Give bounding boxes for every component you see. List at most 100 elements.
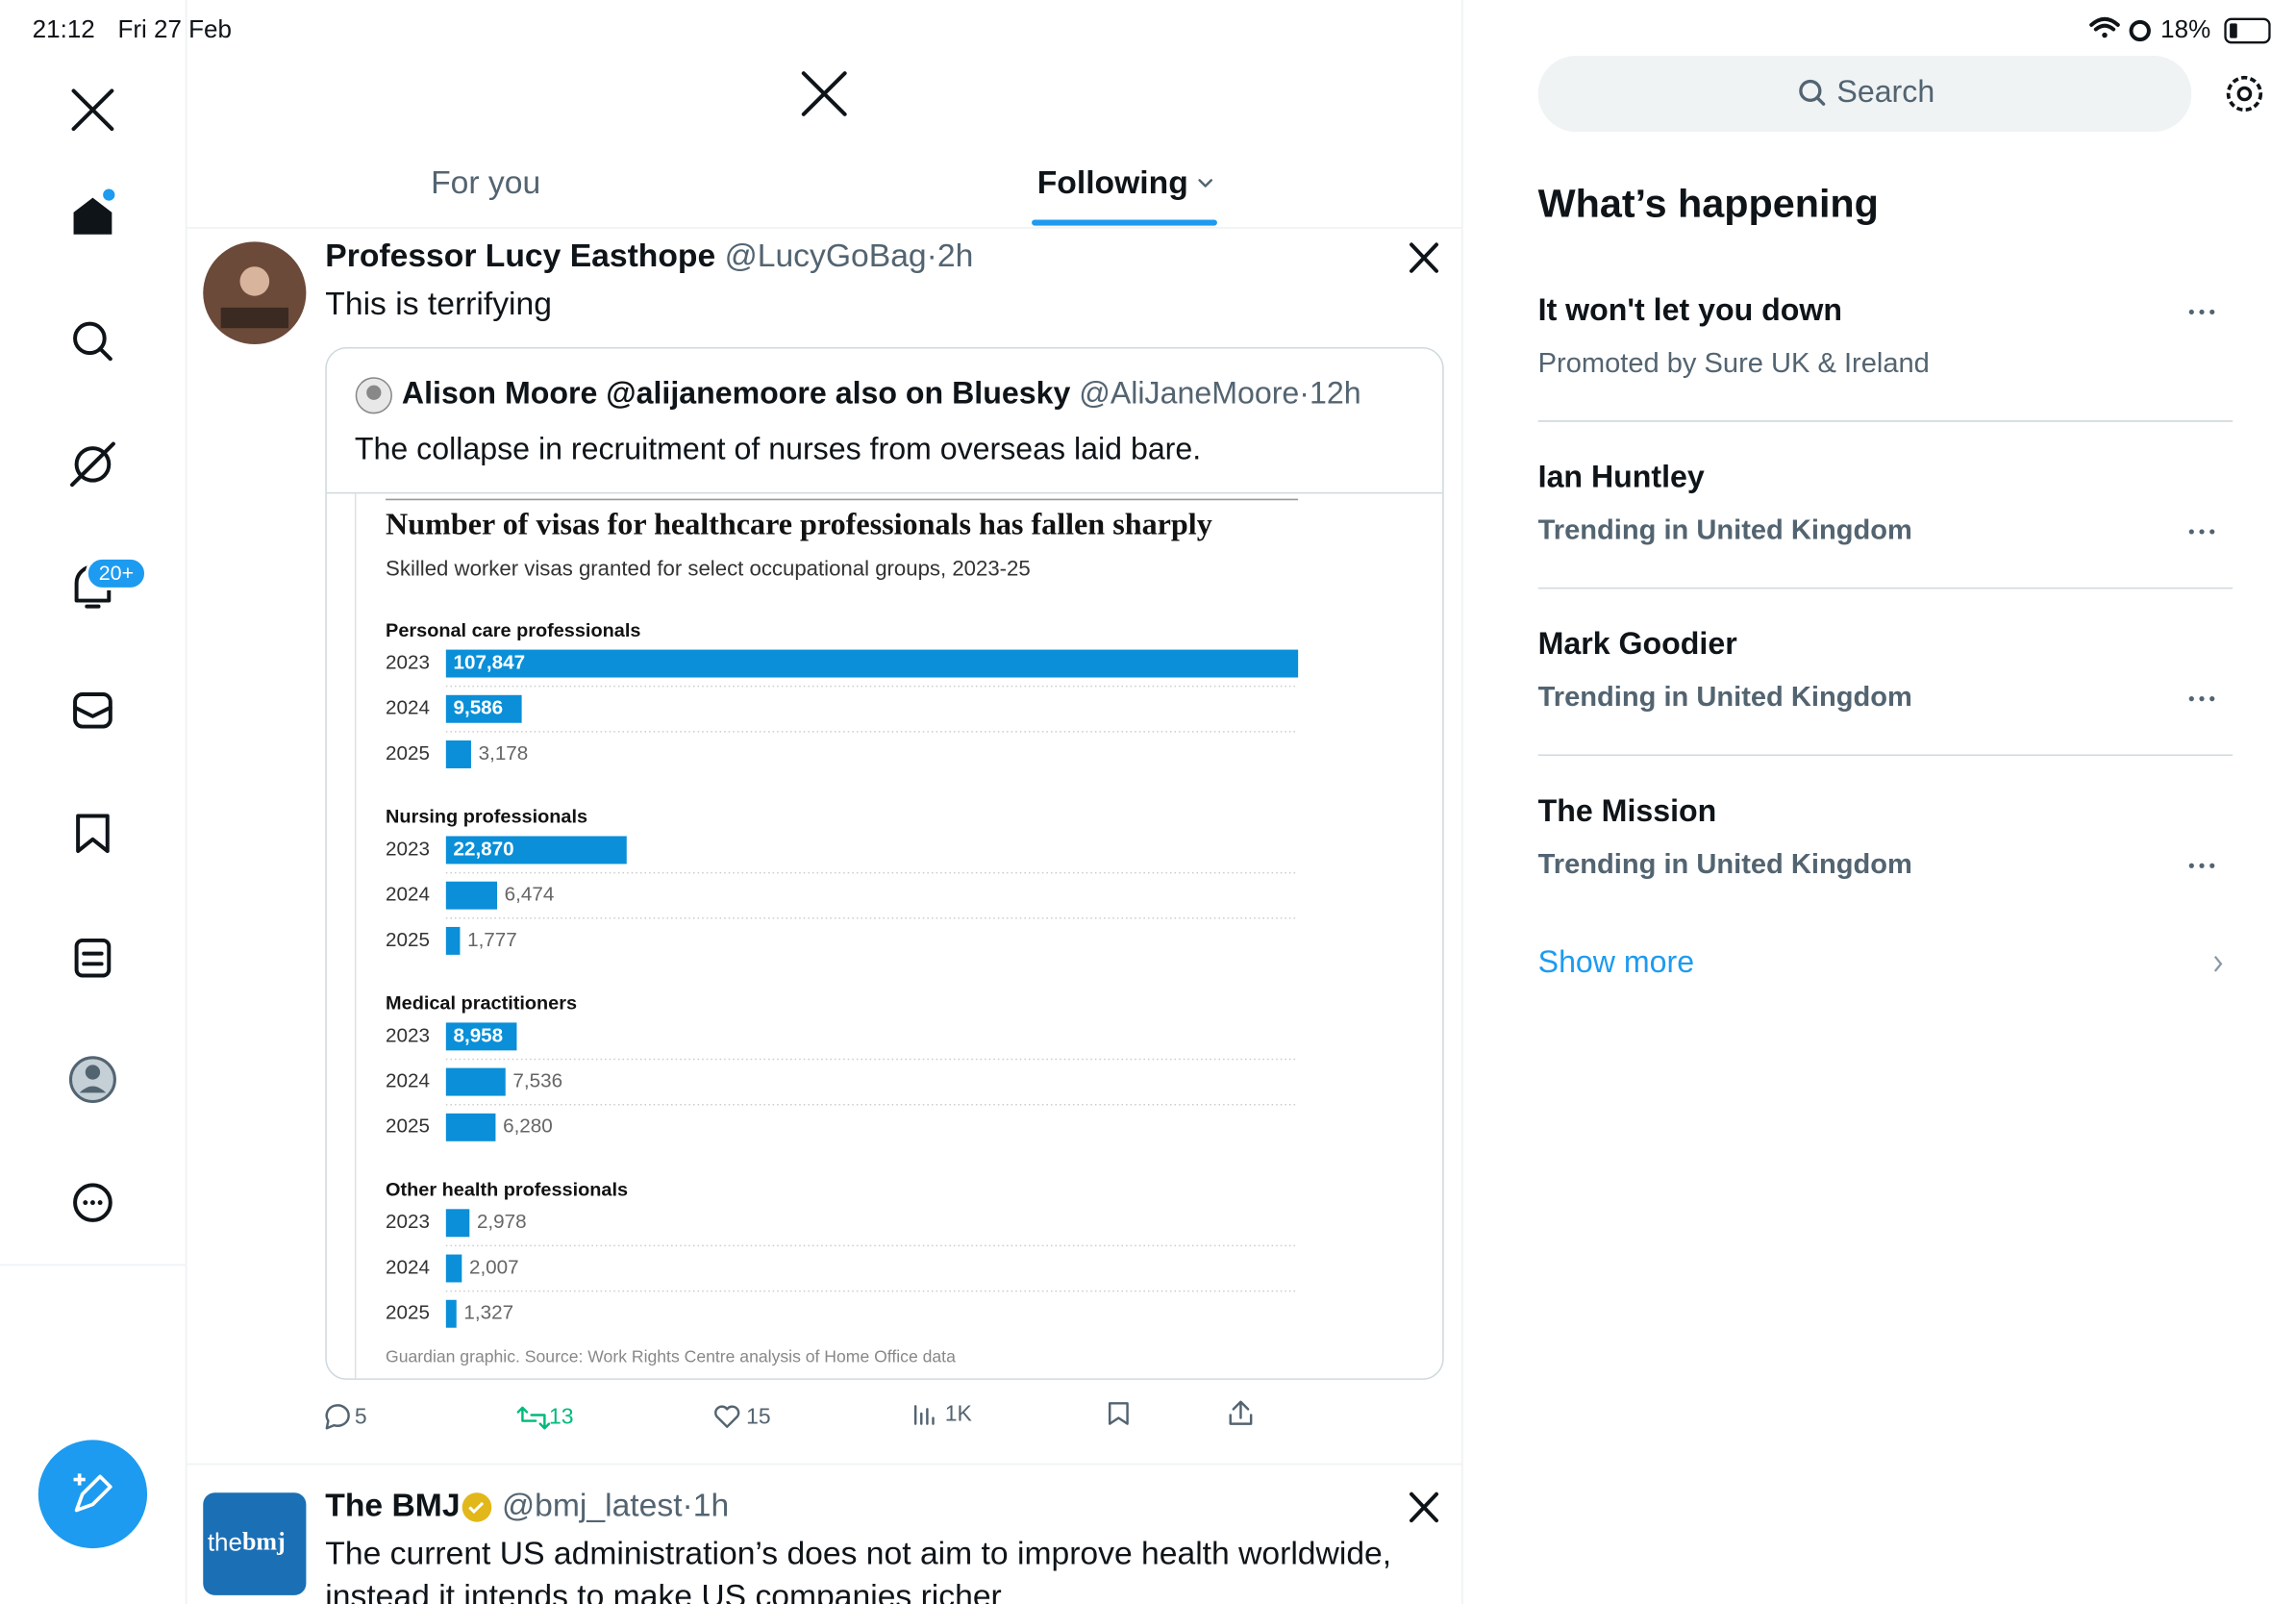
chart-title: Number of visas for healthcare professio… — [386, 507, 1212, 541]
year-label: 2023 — [386, 1211, 430, 1233]
notifications-nav[interactable]: 20+ — [74, 556, 148, 609]
search-box[interactable] — [1537, 55, 2192, 133]
bar — [445, 1067, 506, 1096]
grok-button[interactable] — [1410, 242, 1439, 273]
battery-icon — [2224, 17, 2271, 44]
year-label: 2025 — [386, 742, 430, 764]
tab-chevron[interactable] — [1198, 179, 1213, 188]
tweet-time[interactable]: 1h — [693, 1488, 729, 1523]
trend-title[interactable]: Ian Huntley — [1538, 460, 1705, 494]
grok-button[interactable] — [1410, 1491, 1439, 1523]
bar — [445, 649, 1299, 678]
more-dot[interactable] — [2188, 863, 2194, 868]
bmj-logo: thebmj — [208, 1528, 286, 1557]
logo[interactable] — [71, 88, 114, 132]
repost-count: 13 — [549, 1404, 574, 1429]
quote-card[interactable] — [325, 347, 1444, 1380]
home-nav[interactable] — [73, 188, 115, 235]
quote-author[interactable]: Alison Moore @alijanemoore also on Blues… — [402, 376, 1071, 411]
trend-title[interactable]: It won't let you down — [1538, 292, 1842, 327]
search-placeholder: Search — [1836, 74, 1934, 109]
notification-badge: 20+ — [99, 562, 134, 585]
tweet-text-line: The current US administration’s does not… — [325, 1537, 1391, 1572]
trends-heading: What’s happening — [1538, 182, 1879, 226]
bmj-logo-bmj: bmj — [242, 1528, 286, 1556]
bookmark-icon[interactable] — [1108, 1402, 1129, 1425]
tweet-text: This is terrifying — [325, 287, 552, 322]
trend-subtitle: Trending in United Kingdom — [1538, 682, 1912, 713]
trends-list: It won't let you down Promoted by Sure UK… — [1538, 292, 2234, 979]
value-label: 2,978 — [477, 1211, 527, 1233]
year-label: 2025 — [386, 1302, 430, 1324]
more-dot[interactable] — [2199, 696, 2205, 702]
year-label: 2024 — [386, 884, 430, 906]
tab-for-you[interactable]: For you — [431, 165, 540, 201]
value-label: 7,536 — [512, 1070, 562, 1092]
more-dot[interactable] — [2209, 863, 2215, 868]
like-icon[interactable] — [714, 1405, 740, 1428]
chart-source: Guardian graphic. Source: Work Rights Ce… — [386, 1347, 956, 1366]
view-count: 1K — [945, 1401, 973, 1426]
more-dot[interactable] — [2199, 309, 2205, 315]
more-dot[interactable] — [2188, 309, 2194, 315]
author-handle[interactable]: @LucyGoBag — [725, 238, 927, 274]
avatar[interactable] — [203, 241, 307, 344]
tweet-meta: @bmj_latest·1h — [502, 1488, 729, 1523]
bar — [445, 1113, 496, 1141]
group-label: Medical practitioners — [386, 993, 577, 1015]
tab-following[interactable]: Following — [1037, 165, 1188, 201]
more-dot[interactable] — [2209, 529, 2215, 535]
value-label: 107,847 — [453, 652, 525, 674]
bookmarks-nav[interactable] — [76, 814, 110, 854]
quote-handle[interactable]: @AliJaneMoore — [1079, 376, 1299, 411]
group-label: Nursing professionals — [386, 807, 587, 828]
bar — [445, 740, 471, 768]
chart-subtitle: Skilled worker visas granted for select … — [386, 556, 1031, 580]
status-date: Fri 27 Feb — [117, 16, 231, 43]
lists-nav[interactable] — [74, 938, 112, 978]
author-name[interactable]: Professor Lucy Easthope — [325, 238, 715, 274]
year-label: 2025 — [386, 1115, 430, 1138]
compose-button[interactable] — [37, 1440, 148, 1549]
value-label: 8,958 — [453, 1024, 503, 1046]
year-label: 2023 — [386, 1024, 430, 1046]
author-name[interactable]: The BMJ — [325, 1488, 460, 1523]
status-time: 21:12 — [33, 16, 95, 43]
reply-icon[interactable] — [325, 1404, 350, 1430]
views-icon[interactable] — [913, 1405, 935, 1425]
messages-nav[interactable] — [73, 692, 112, 729]
author-handle[interactable]: @bmj_latest — [502, 1488, 683, 1523]
show-more-chevron[interactable] — [2213, 955, 2223, 972]
more-dot[interactable] — [2199, 529, 2205, 535]
search-icon — [1799, 79, 1826, 106]
bmj-avatar[interactable]: thebmj — [203, 1492, 307, 1595]
more-dot[interactable] — [2188, 529, 2194, 535]
like-count: 15 — [746, 1404, 771, 1429]
value-label: 1,777 — [467, 929, 517, 951]
wifi-icon — [2089, 16, 2120, 38]
trend-title[interactable]: Mark Goodier — [1538, 626, 1737, 661]
repost-icon[interactable] — [516, 1406, 551, 1430]
bar — [445, 926, 461, 955]
reply-count: 5 — [355, 1404, 367, 1429]
bar — [445, 1254, 462, 1283]
more-nav[interactable] — [73, 1183, 112, 1222]
more-dot[interactable] — [2199, 863, 2205, 868]
more-dot[interactable] — [2209, 696, 2215, 702]
value-label: 6,280 — [503, 1115, 553, 1138]
share-icon[interactable] — [1229, 1400, 1253, 1425]
show-more[interactable]: Show more — [1538, 944, 1694, 979]
tweet-time[interactable]: 2h — [937, 238, 973, 274]
profile-nav[interactable] — [68, 1056, 116, 1104]
more-dot[interactable] — [2209, 309, 2215, 315]
value-label: 22,870 — [453, 838, 513, 860]
group-label: Personal care professionals — [386, 620, 640, 641]
bar — [445, 881, 498, 910]
grok-nav[interactable] — [70, 441, 115, 488]
separator: · — [1299, 376, 1310, 411]
settings-button[interactable] — [2226, 75, 2263, 113]
search-nav[interactable] — [73, 321, 112, 362]
more-dot[interactable] — [2188, 696, 2194, 702]
trend-title[interactable]: The Mission — [1538, 793, 1717, 828]
tweet-text-line: instead it intends to make US companies … — [325, 1579, 1001, 1604]
